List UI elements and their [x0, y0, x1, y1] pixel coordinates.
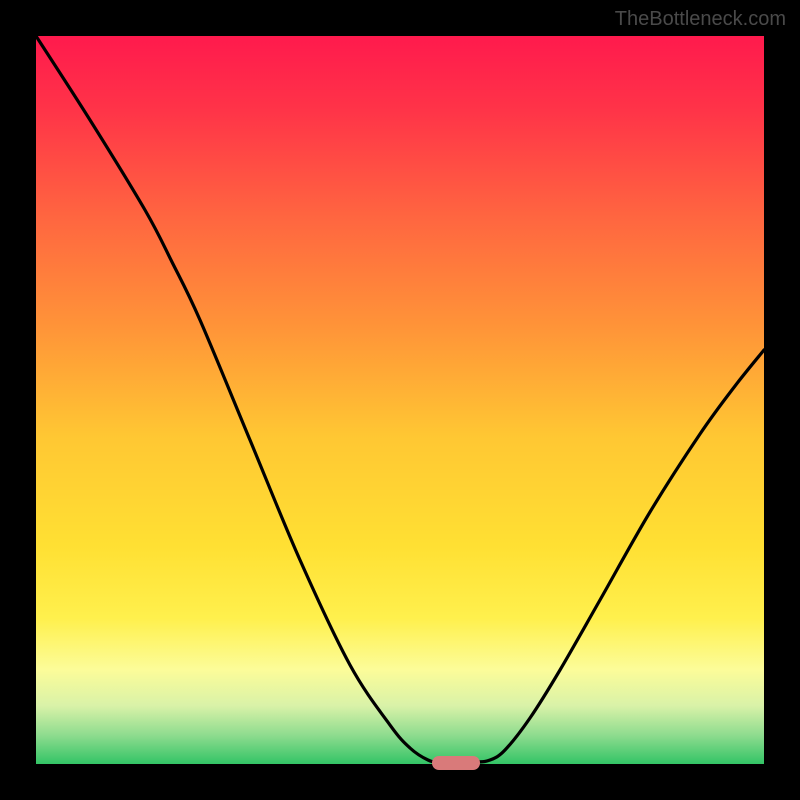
chart-plot-area [36, 36, 764, 764]
optimum-marker [432, 756, 480, 770]
watermark-text: TheBottleneck.com [615, 8, 786, 31]
bottleneck-chart [0, 0, 800, 800]
chart-container: TheBottleneck.com [0, 0, 800, 800]
